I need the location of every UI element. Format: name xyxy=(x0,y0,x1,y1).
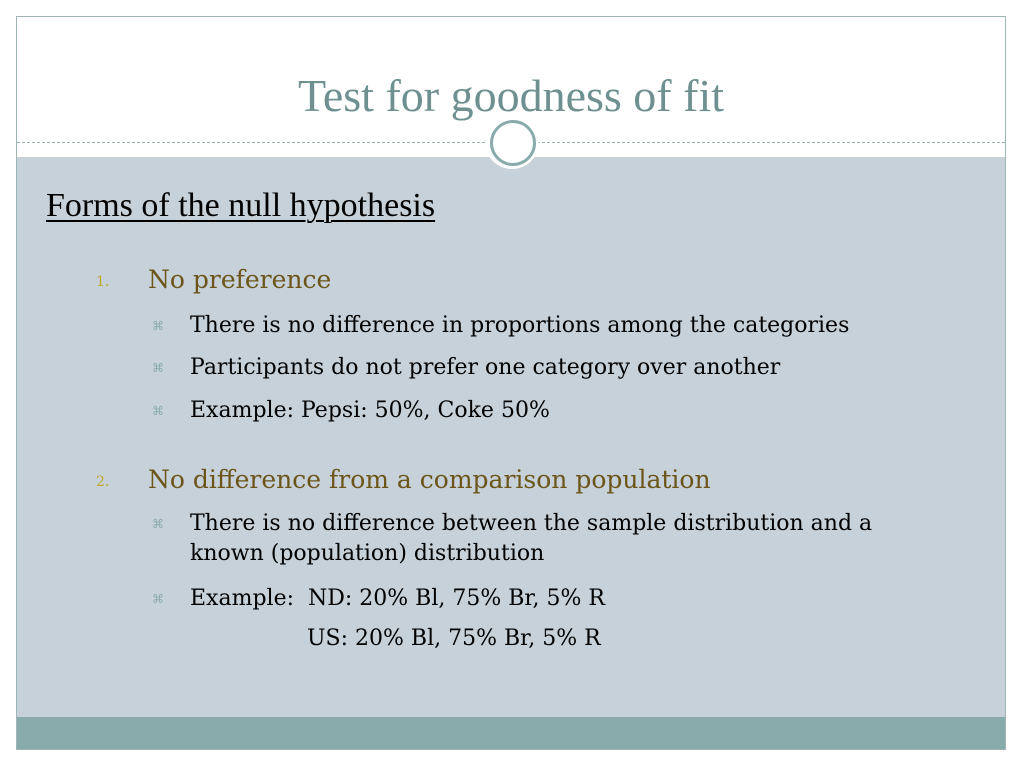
footer-band xyxy=(17,717,1005,749)
bullet-icon: ⌘ xyxy=(152,361,164,375)
bullet-icon: ⌘ xyxy=(152,592,164,606)
slide-title: Test for goodness of fit xyxy=(297,70,725,121)
bullet-icon: ⌘ xyxy=(152,517,164,531)
bullet-text: Participants do not prefer one category … xyxy=(190,355,781,380)
list-number: 2. xyxy=(96,473,110,490)
bullet-item: ⌘ Example: ND: 20% Bl, 75% Br, 5% R xyxy=(152,584,952,614)
list-item-no-difference: 2. No difference from a comparison popula… xyxy=(96,465,711,494)
list-item-label: No difference from a comparison populati… xyxy=(148,465,711,494)
bullet-icon: ⌘ xyxy=(152,319,164,333)
bullet-icon: ⌘ xyxy=(152,404,164,418)
bullet-item: ⌘ Participants do not prefer one categor… xyxy=(152,353,952,383)
bullet-text: Example: Pepsi: 50%, Coke 50% xyxy=(190,398,550,423)
content-panel xyxy=(17,157,1005,717)
bullet-text: There is no difference in proportions am… xyxy=(190,313,850,338)
bullet-text: There is no difference between the sampl… xyxy=(190,511,873,566)
divider-ring-icon xyxy=(490,120,536,166)
list-item-no-preference: 1. No preference xyxy=(96,265,331,294)
example-continuation: US: 20% Bl, 75% Br, 5% R xyxy=(307,626,601,651)
section-heading: Forms of the null hypothesis xyxy=(46,187,436,224)
bullet-text: Example: ND: 20% Bl, 75% Br, 5% R xyxy=(190,586,605,611)
bullet-item: ⌘ There is no difference between the sam… xyxy=(152,509,952,569)
bullet-item: ⌘ Example: Pepsi: 50%, Coke 50% xyxy=(152,396,952,426)
list-item-label: No preference xyxy=(148,265,332,294)
bullet-item: ⌘ There is no difference in proportions … xyxy=(152,311,952,341)
list-number: 1. xyxy=(96,273,110,290)
slide-frame: Test for goodness of fit xyxy=(16,16,1006,750)
